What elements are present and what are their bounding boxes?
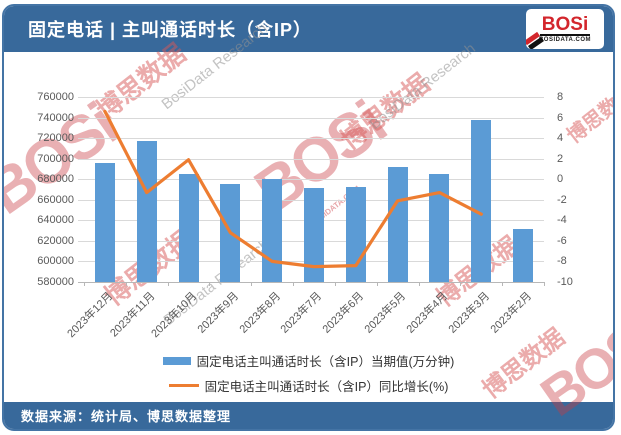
left-axis-tick: 680000	[37, 173, 74, 186]
right-axis-tick: 2	[557, 152, 564, 165]
bar-2023年4月	[429, 174, 450, 282]
right-axis-tick: -2	[557, 193, 567, 206]
left-axis-tick: 600000	[37, 255, 74, 268]
left-axis-tick: 580000	[37, 276, 74, 288]
legend: 固定电话主叫通话时长（含IP）当期值(万分钟) 固定电话主叫通话时长（含IP）同…	[4, 351, 613, 395]
right-axis-tick: 8	[557, 91, 564, 103]
left-axis-tick: 640000	[37, 214, 74, 227]
right-axis-tick: -8	[557, 255, 567, 268]
chart-frame: 固定电话 | 主叫通话时长（含IP） BOSi BOSIDATA.COM BOS…	[2, 4, 615, 431]
x-axis-tickmark	[293, 282, 295, 286]
bar-2023年2月	[513, 228, 534, 282]
left-axis-tick: 760000	[37, 91, 74, 103]
left-axis-tick: 740000	[37, 111, 74, 124]
x-axis-label: 2023年8月	[237, 290, 283, 336]
x-axis-label: 2023年4月	[404, 290, 451, 336]
logo-text: BOSi	[539, 13, 591, 36]
gridline	[78, 97, 544, 98]
bar-2023年3月	[471, 119, 492, 282]
x-axis-tickmark	[544, 282, 545, 286]
x-axis-label: 2023年6月	[320, 290, 367, 336]
left-axis-tick: 620000	[37, 234, 74, 247]
watermark-cn: 博思数据	[563, 81, 615, 148]
gridline	[78, 282, 544, 283]
line-swatch	[168, 384, 199, 387]
bar-2023年10月	[178, 174, 199, 282]
left-axis-tick: 720000	[37, 132, 74, 145]
left-axis-tick: 700000	[37, 152, 74, 165]
x-axis-tickmark	[251, 282, 253, 286]
x-axis-label: 2023年9月	[195, 290, 241, 336]
legend-item-yoy-growth: 固定电话主叫通话时长（含IP）同比增长(%)	[168, 376, 449, 395]
gridline	[78, 138, 544, 140]
x-axis-label: 2023年7月	[278, 290, 325, 336]
gridline	[78, 179, 544, 181]
legend-label: 固定电话主叫通话时长（含IP）同比增长(%)	[204, 380, 449, 394]
bar-2023年11月	[136, 141, 157, 282]
right-axis-tick: 0	[557, 173, 564, 186]
legend-label: 固定电话主叫通话时长（含IP）当期值(万分钟)	[196, 355, 455, 369]
x-axis-tickmark	[209, 282, 211, 286]
legend-item-current-value: 固定电话主叫通话时长（含IP）当期值(万分钟)	[162, 351, 455, 370]
x-axis-tickmark	[167, 282, 169, 286]
x-axis-tickmark	[460, 282, 462, 286]
x-axis-label: 2023年12月	[65, 290, 116, 341]
bar-2023年12月	[94, 162, 115, 282]
x-axis-tickmark	[418, 282, 420, 286]
gridline	[78, 117, 544, 119]
x-axis-label: 2023年5月	[362, 290, 409, 336]
x-axis-label: 2023年3月	[446, 290, 492, 336]
right-axis-tick: -4	[557, 214, 567, 227]
x-axis-tickmark	[334, 282, 336, 286]
logo-subtext: BOSIDATA.COM	[538, 36, 592, 43]
data-source: 数据来源：统计局、博思数据整理	[21, 409, 232, 424]
x-axis-label: 2023年2月	[488, 290, 534, 336]
right-axis-tick: 6	[557, 111, 564, 124]
gridline	[78, 158, 544, 160]
x-axis-tickmark	[502, 282, 504, 286]
bar-swatch	[162, 356, 191, 365]
x-labels: 2023年12月 2023年11月 2023年10月 2023年9月 2023年8月 20…	[66, 284, 544, 346]
x-axis-tickmark	[84, 282, 85, 286]
bar-2023年5月	[387, 166, 408, 282]
x-axis-tickmark	[376, 282, 378, 286]
header-bar: 固定电话 | 主叫通话时长（含IP） BOSi BOSIDATA.COM	[4, 6, 613, 52]
right-axis-tick: -6	[557, 234, 567, 247]
right-axis-tick: 4	[557, 132, 564, 145]
yoy-growth-line	[103, 109, 483, 269]
footer-bar: 数据来源：统计局、博思数据整理	[4, 402, 613, 429]
left-axis-tick: 660000	[37, 193, 74, 206]
plot-area: 760000 8 740000 6 720000 4 700000 2 680000 0 66000…	[37, 91, 573, 288]
page-title: 固定电话 | 主叫通话时长（含IP）	[28, 20, 313, 40]
right-axis-tick: -10	[557, 276, 573, 288]
x-axis-tickmark	[125, 282, 127, 286]
chart-main: BOSi 博思数据 BosiData Research BOSi BOSIDAT…	[4, 20, 615, 428]
bosi-logo: BOSi BOSIDATA.COM	[526, 9, 604, 49]
bar-2023年7月	[304, 188, 324, 282]
